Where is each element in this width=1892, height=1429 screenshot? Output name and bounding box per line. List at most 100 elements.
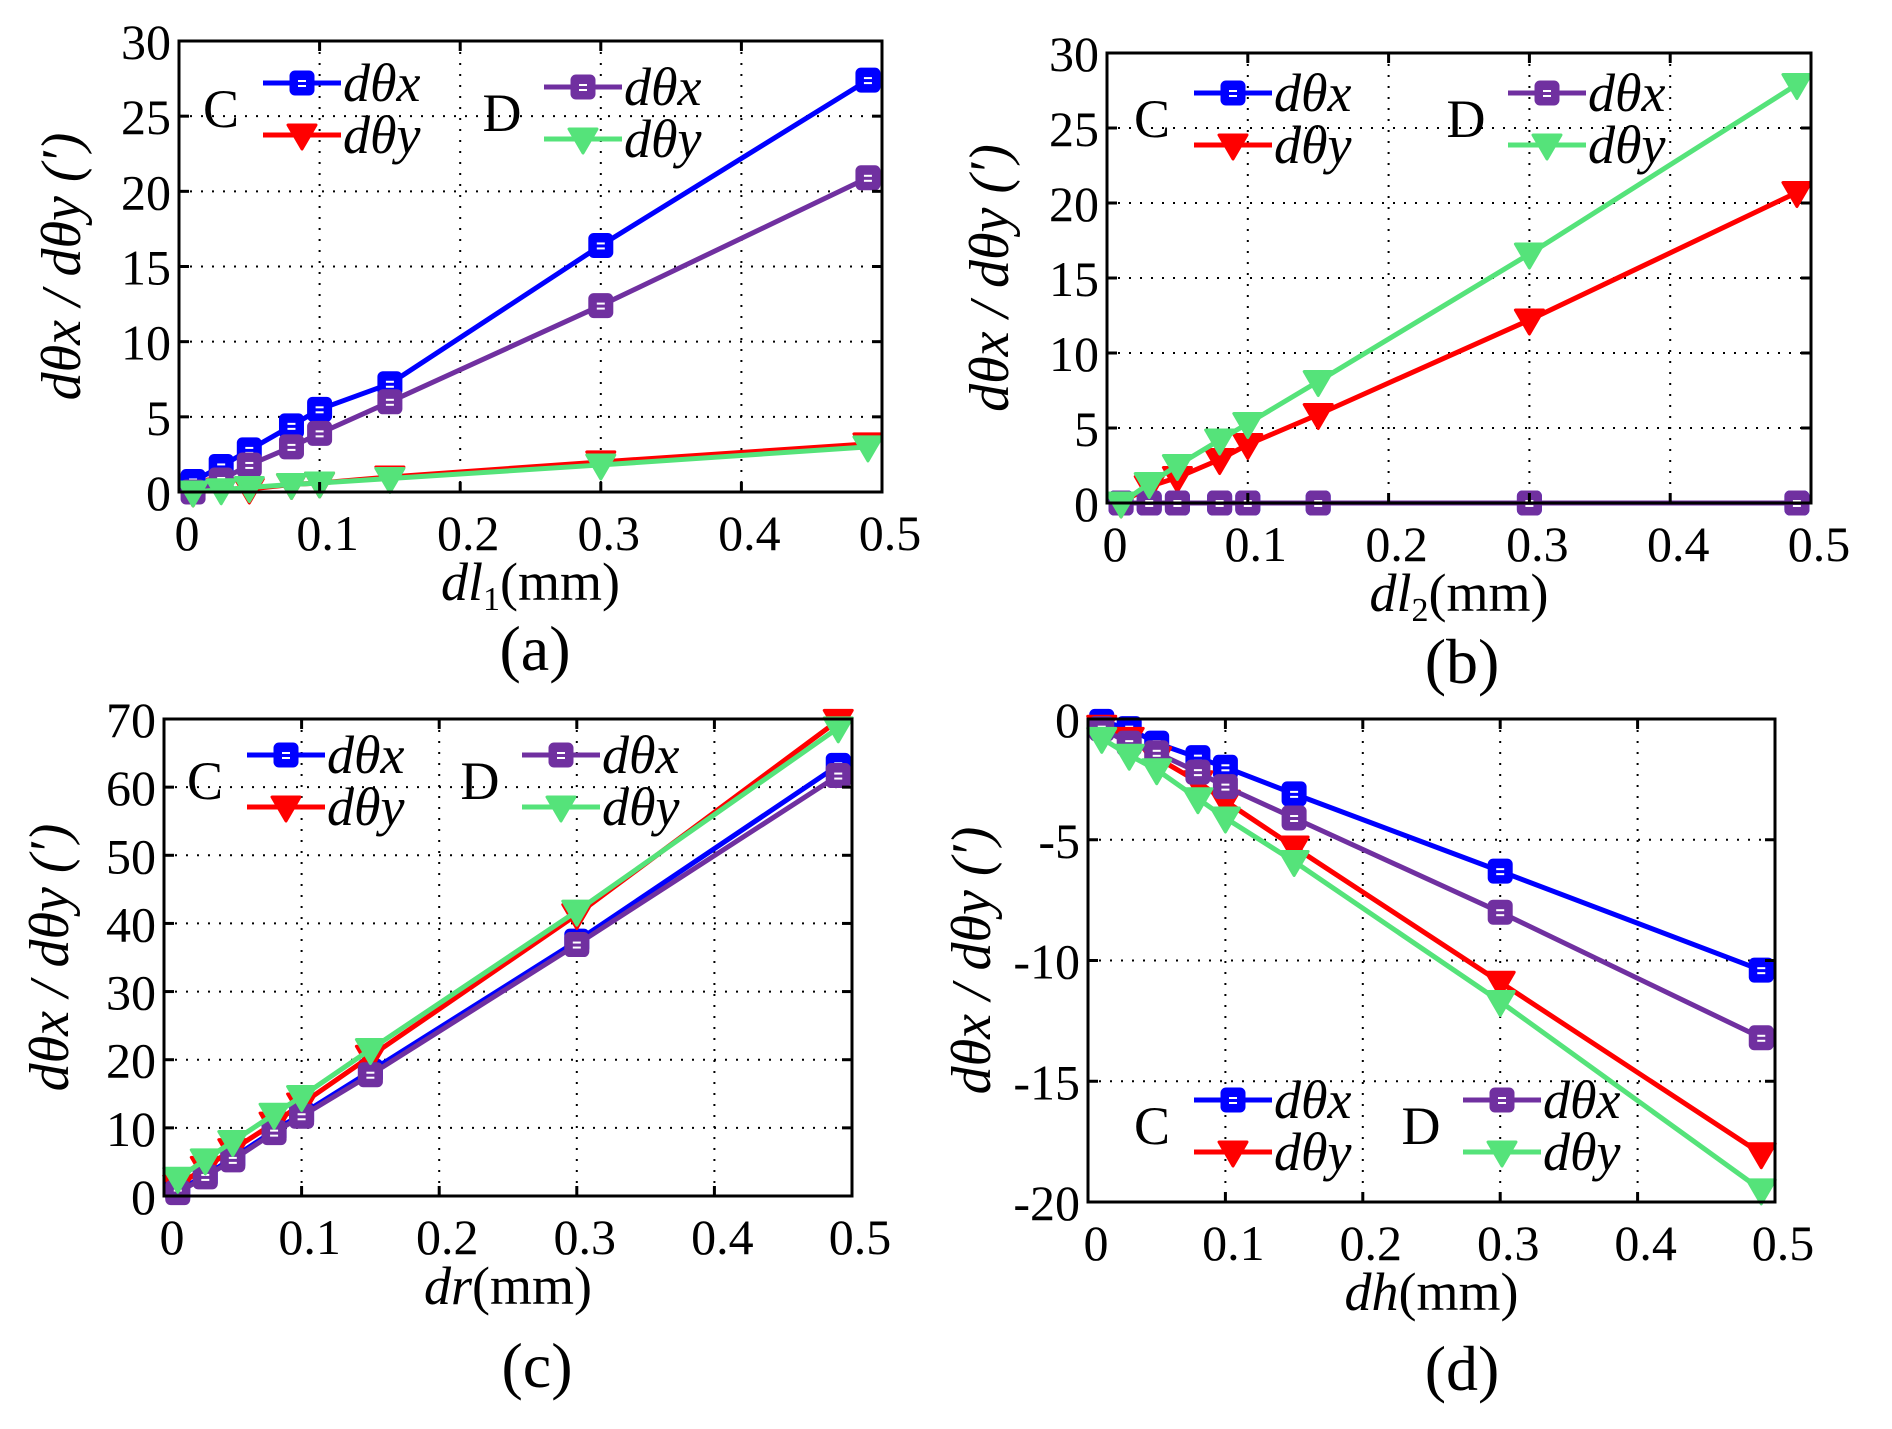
panel-a: 0 0.1 0.2 0.3 0.4 0.5 0 5 10 15 20 25 30 dl1(mm) dθx /…: [31, 14, 921, 684]
legend-text: dθx: [1274, 63, 1352, 123]
legend-marker: [567, 127, 599, 155]
y-tick-label: 0: [146, 465, 171, 521]
legend-group-label: D: [1447, 89, 1486, 149]
y-tick-label: 5: [1074, 401, 1099, 457]
point-D-dθx-3: [1185, 759, 1211, 785]
y-tick-label: -5: [1038, 813, 1080, 869]
series-D-dθy: [1105, 73, 1813, 519]
x-tick-label: 0.4: [1647, 516, 1710, 572]
x-axis-label: dl1(mm): [441, 552, 620, 618]
legend-marker: [273, 742, 299, 768]
panel-b: 0 0.1 0.2 0.3 0.4 0.5 0 5 10 15 20 25 30 dl2(mm) dθx /…: [959, 26, 1850, 697]
point-C-dθy-6: [1513, 308, 1545, 336]
series-D-dθy: [1086, 726, 1777, 1206]
x-tick-label: 0.5: [859, 505, 922, 561]
y-tick-label: 30: [106, 965, 156, 1021]
plot-frame: [162, 717, 854, 1198]
point-D-dθy-2: [1161, 454, 1193, 481]
x-tick-label: 0: [160, 1209, 185, 1265]
legend-item-C-dθy: dθy: [1194, 1122, 1352, 1182]
point-D-dθy-6: [1513, 242, 1545, 270]
y-tick-label: -20: [1013, 1175, 1080, 1231]
legend-marker: [1220, 1087, 1246, 1113]
point-D-dθy-4: [286, 1085, 318, 1113]
legend-text: dθy: [1543, 1122, 1621, 1182]
y-axis-label: dθx / dθy (′): [959, 144, 1021, 412]
legend-text: dθx: [327, 725, 405, 785]
series-C-dθy: [1105, 181, 1813, 519]
point-C-dθy-5: [1278, 835, 1310, 863]
point-D-dθx-6: [1487, 899, 1513, 925]
legend-marker: [1531, 133, 1563, 161]
series-C-dθx: [1089, 708, 1774, 983]
y-tick-label: 25: [121, 89, 171, 145]
point-D-dθx-6: [564, 932, 590, 958]
legend-item-C-dθy: dθy: [1194, 115, 1352, 175]
point-D-dθx-7: [855, 165, 881, 191]
point-C-dθx-5: [1281, 781, 1307, 807]
point-C-dθx-6: [1487, 858, 1513, 884]
point-D-dθy-6: [561, 899, 593, 927]
series-D-dθx: [1089, 716, 1774, 1051]
point-D-dθy-1: [1113, 743, 1145, 771]
y-tick-label: 70: [106, 692, 156, 748]
point-C-dθx-6: [588, 232, 614, 258]
y-tick-label: 10: [106, 1101, 156, 1157]
legend-text: dθx: [1588, 63, 1666, 123]
point-C-dθy-5: [1302, 403, 1334, 430]
point-D-dθx-4: [1212, 774, 1238, 800]
point-D-dθy-2: [233, 475, 265, 503]
x-tick-label: 0.2: [1340, 1215, 1403, 1271]
legend-item-D-dθx: dθx: [1463, 1070, 1621, 1130]
x-tick-label: 0.3: [554, 1209, 617, 1265]
y-axis-label: dθx / dθy (′): [19, 824, 81, 1092]
point-D-dθy-0: [1105, 491, 1137, 519]
point-D-dθy-1: [1133, 472, 1165, 499]
y-tick-label: -10: [1013, 934, 1080, 990]
point-D-dθx-2: [236, 452, 262, 478]
point-D-dθy-7: [852, 435, 884, 463]
x-tick-label: 0.3: [1477, 1215, 1540, 1271]
x-tick-label: 0.4: [691, 1209, 754, 1265]
y-tick-label: 15: [1049, 251, 1099, 307]
point-D-dθy-4: [1232, 412, 1264, 439]
y-tick-label: 20: [121, 164, 171, 220]
y-tick-label: 25: [1049, 101, 1099, 157]
x-tick-label: 0.3: [1506, 516, 1569, 572]
point-D-dθy-5: [1278, 849, 1310, 877]
panel-c: 0 0.1 0.2 0.3 0.4 0.5010203040506070dr(mm)dθx…: [19, 692, 891, 1401]
y-tick-label: 0: [1074, 476, 1099, 532]
point-D-dθy-2: [217, 1129, 249, 1157]
y-tick-label: 0: [131, 1169, 156, 1225]
x-axis-label: dl2(mm): [1370, 563, 1549, 629]
point-D-dθx-3: [278, 434, 304, 460]
point-D-dθy-3: [1182, 787, 1214, 815]
legend-item-C-dθx: dθx: [263, 53, 421, 113]
legend-item-D-dθx: dθx: [522, 725, 680, 785]
point-D-dθx-7: [825, 763, 851, 789]
legend-marker: [270, 795, 302, 823]
legend-marker: [1220, 80, 1246, 106]
x-tick-label: 0.2: [416, 1209, 479, 1265]
legend-marker: [545, 795, 577, 823]
point-D-dθy-7: [1781, 73, 1813, 100]
legend-item-C-dθx: dθx: [247, 725, 405, 785]
y-tick-label: 20: [1049, 176, 1099, 232]
legend-group-label: C: [187, 751, 223, 811]
point-D-dθy-5: [374, 466, 406, 494]
point-C-dθy-7: [1781, 181, 1813, 208]
x-axis-label: dh(mm): [1345, 1262, 1519, 1322]
legend-item-D-dθx: dθx: [544, 57, 702, 117]
point-D-dθx-6: [588, 293, 614, 319]
legend-text: dθx: [624, 57, 702, 117]
point-C-dθx-3: [278, 413, 304, 439]
x-tick-label: 0.1: [1202, 1215, 1265, 1271]
x-tick-label: 0.2: [437, 505, 500, 561]
point-D-dθy-1: [189, 1148, 221, 1176]
y-axis-label: dθx / dθy (′): [941, 827, 1003, 1095]
